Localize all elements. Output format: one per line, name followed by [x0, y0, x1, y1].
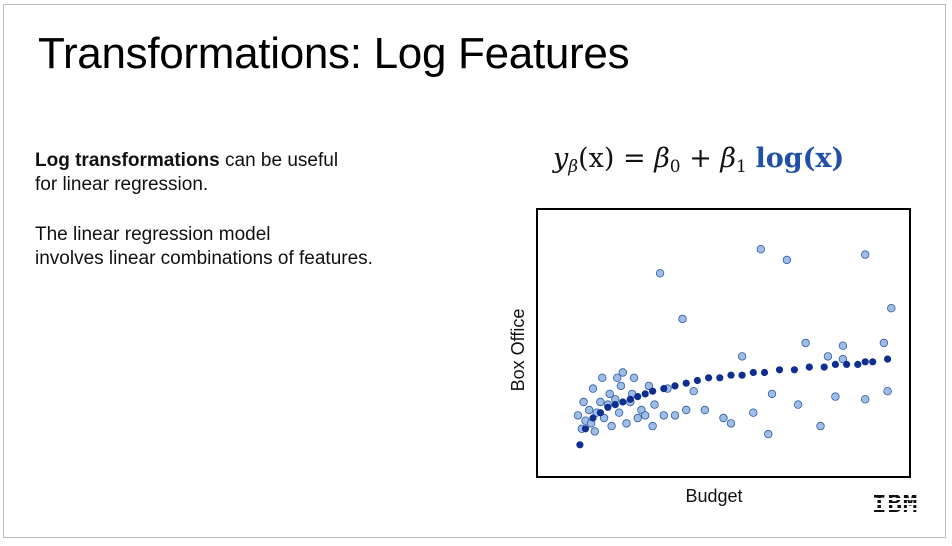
fitted-data-point	[619, 398, 627, 406]
raw-data-point	[599, 413, 609, 423]
raw-data-point	[767, 389, 777, 399]
fitted-data-point	[589, 414, 597, 422]
raw-data-point	[616, 381, 626, 391]
fitted-data-point	[682, 379, 690, 387]
fitted-data-point	[660, 385, 668, 393]
fitted-data-point	[581, 425, 590, 433]
paragraph-linear-model: The linear regression model involves lin…	[35, 223, 455, 271]
raw-data-point	[719, 413, 728, 423]
raw-data-point	[749, 408, 758, 417]
raw-data-point	[726, 419, 736, 428]
raw-data-point	[573, 411, 583, 420]
fitted-data-point	[843, 360, 851, 368]
raw-data-point	[838, 341, 848, 350]
raw-data-point	[831, 392, 840, 401]
fitted-data-point	[641, 390, 649, 398]
fitted-data-point	[760, 368, 769, 377]
bold-term: Log transformations	[35, 150, 220, 171]
fitted-data-point	[831, 360, 840, 368]
raw-data-point	[670, 411, 680, 420]
raw-data-point	[644, 381, 654, 391]
fitted-data-point	[596, 409, 605, 417]
raw-data-point	[633, 413, 642, 423]
raw-data-point	[861, 250, 870, 259]
raw-data-point	[883, 387, 892, 396]
para2-line1: The linear regression model	[35, 224, 271, 245]
fitted-data-point	[705, 374, 713, 382]
raw-data-point	[689, 387, 698, 396]
regression-formula: yβ(x) = β0 + β1 log(x)	[553, 143, 845, 177]
raw-data-point	[816, 421, 825, 431]
log-term: log(x)	[755, 143, 845, 174]
paragraph-log-transformations: Log transformations can be useful for li…	[35, 149, 415, 197]
x-axis-label: Budget	[685, 486, 742, 506]
raw-data-point	[629, 373, 639, 382]
fitted-data-point	[611, 401, 619, 409]
raw-data-point	[793, 400, 803, 409]
raw-data-point	[782, 255, 792, 265]
raw-data-point	[678, 314, 687, 324]
raw-points-group	[573, 244, 896, 439]
raw-data-point	[655, 269, 665, 278]
fitted-data-point	[749, 368, 757, 377]
raw-data-point	[648, 421, 657, 431]
fitted-data-point	[649, 387, 657, 395]
para1-rest: can be useful	[219, 150, 339, 171]
raw-data-point	[579, 397, 588, 407]
raw-data-point	[650, 400, 659, 409]
fitted-data-point	[884, 355, 892, 363]
raw-data-point	[861, 395, 870, 404]
fitted-data-point	[854, 360, 862, 368]
raw-data-point	[823, 352, 833, 361]
plot-frame	[536, 208, 911, 478]
fitted-data-point	[775, 366, 784, 374]
raw-data-point	[737, 352, 747, 361]
raw-data-point	[659, 411, 668, 420]
raw-data-point	[590, 427, 599, 436]
raw-data-point	[585, 405, 594, 415]
fitted-data-point	[716, 374, 724, 382]
raw-data-point	[764, 429, 773, 439]
fitted-data-point	[805, 363, 813, 371]
raw-data-point	[622, 419, 631, 428]
fitted-data-point	[693, 376, 702, 385]
raw-data-point	[596, 397, 605, 407]
fitted-data-point	[727, 371, 735, 379]
ibm-logo: IBM	[872, 490, 919, 518]
raw-data-point	[682, 405, 691, 415]
raw-data-point	[607, 421, 616, 431]
fitted-data-point	[738, 371, 746, 379]
fitted-data-point	[820, 363, 828, 371]
raw-data-point	[801, 338, 810, 348]
fitted-data-point	[576, 441, 584, 449]
para2-line2: involves linear combinations of features…	[35, 248, 373, 269]
raw-data-point	[614, 408, 624, 417]
fitted-data-point	[604, 403, 612, 411]
raw-data-point	[613, 373, 622, 382]
fitted-data-point	[671, 382, 679, 390]
raw-data-point	[887, 304, 896, 313]
raw-data-point	[838, 354, 848, 364]
fitted-data-point	[626, 395, 634, 403]
raw-data-point	[588, 384, 598, 393]
raw-data-point	[618, 368, 627, 377]
raw-data-point	[879, 338, 889, 348]
slide-title: Transformations: Log Features	[38, 29, 630, 78]
y-axis-label: Box Office	[508, 309, 528, 392]
raw-data-point	[641, 411, 650, 420]
raw-data-point	[756, 244, 765, 254]
fitted-points-group	[576, 355, 892, 449]
fitted-data-point	[861, 358, 869, 366]
raw-data-point	[598, 373, 607, 382]
raw-data-point	[700, 405, 710, 415]
fitted-data-point	[869, 358, 877, 366]
fitted-data-point	[790, 366, 799, 374]
para1-line2: for linear regression.	[35, 174, 209, 195]
fitted-data-point	[634, 393, 642, 401]
raw-data-point	[605, 389, 614, 399]
slide: Transformations: Log Features Log transf…	[3, 4, 946, 538]
